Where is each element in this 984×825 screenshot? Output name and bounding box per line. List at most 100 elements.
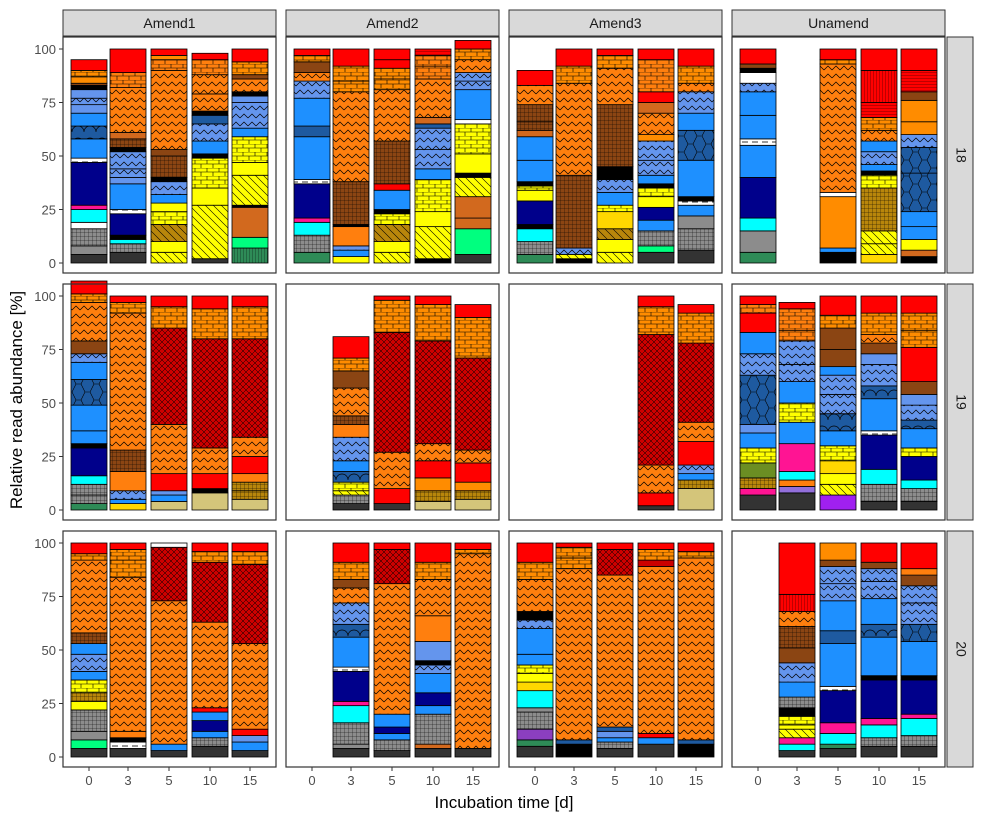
bar-segment	[596, 166, 634, 180]
bar-segment	[596, 748, 634, 758]
bar-amend2-18-3	[332, 48, 370, 264]
bar-segment	[677, 312, 715, 344]
bar-segment	[900, 211, 938, 228]
bar-segment	[677, 557, 715, 741]
bar-segment	[373, 542, 411, 550]
y-tick-label: 0	[49, 750, 56, 765]
bar-segment	[70, 59, 108, 71]
bar-segment	[109, 234, 147, 240]
bar-segment	[637, 733, 675, 739]
bar-segment	[555, 82, 593, 176]
bar-segment	[860, 364, 898, 387]
bar-segment	[637, 737, 675, 745]
bar-segment	[332, 415, 370, 425]
bar-segment	[739, 374, 777, 425]
bar-segment	[109, 449, 147, 472]
bar-segment	[778, 662, 816, 683]
bar-segment	[191, 110, 229, 116]
bar-segment	[637, 112, 675, 135]
bar-segment	[231, 338, 269, 438]
bar-segment	[819, 473, 857, 485]
bar-unamend-19-0	[739, 295, 777, 511]
bar-segment	[414, 501, 452, 511]
panel-unamend-18	[731, 36, 946, 274]
bar-segment	[70, 494, 108, 504]
bar-segment	[739, 295, 777, 305]
bar-segment	[231, 473, 269, 483]
bar-segment	[332, 370, 370, 389]
bar-segment	[414, 713, 452, 745]
bar-segment	[70, 204, 108, 210]
y-tick-label: 100	[34, 289, 56, 304]
bar-unamend-18-10	[860, 48, 898, 264]
bar-segment	[900, 256, 938, 264]
bar-segment	[860, 542, 898, 563]
bar-segment	[231, 643, 269, 730]
bar-segment	[109, 498, 147, 504]
bar-segment	[819, 460, 857, 475]
bar-segment	[900, 574, 938, 587]
bar-segment	[332, 490, 370, 496]
bar-segment	[819, 327, 857, 350]
bar-segment	[454, 748, 492, 758]
bar-segment	[596, 737, 634, 743]
bar-segment	[150, 224, 188, 242]
bar-segment	[414, 673, 452, 694]
bar-segment	[778, 743, 816, 751]
bar-segment	[778, 492, 816, 511]
bar-segment	[454, 172, 492, 178]
bar-unamend-20-10	[860, 542, 898, 758]
bar-segment	[900, 568, 938, 576]
bar-segment	[677, 464, 715, 475]
bar-segment	[293, 136, 331, 180]
bar-segment	[70, 475, 108, 485]
bar-segment	[739, 114, 777, 140]
bar-segment	[860, 568, 898, 582]
bar-segment	[900, 404, 938, 421]
panel-amend1-19	[62, 280, 277, 521]
bar-segment	[332, 80, 370, 93]
bar-segment	[860, 174, 898, 189]
bar-segment	[373, 739, 411, 751]
bar-segment	[332, 256, 370, 264]
bar-segment	[231, 741, 269, 751]
bar-segment	[293, 48, 331, 56]
bar-segment	[70, 157, 108, 163]
bar-segment	[454, 316, 492, 359]
bar-segment	[231, 61, 269, 76]
bar-amend1-18-0	[70, 59, 108, 264]
bar-segment	[739, 67, 777, 73]
bar-segment	[819, 743, 857, 749]
bar-segment	[778, 421, 816, 445]
bar-segment	[191, 308, 229, 340]
bar-segment	[332, 623, 370, 638]
bar-segment	[332, 700, 370, 707]
panel-border	[508, 36, 723, 274]
bar-segment	[373, 183, 411, 191]
bar-segment	[555, 254, 593, 260]
bar-segment	[70, 379, 108, 406]
bar-segment	[900, 70, 938, 93]
bar-segment	[555, 258, 593, 264]
bar-segment	[900, 394, 938, 406]
bar-segment	[109, 209, 147, 215]
bar-segment	[454, 48, 492, 61]
bar-segment	[637, 206, 675, 221]
bar-segment	[332, 48, 370, 67]
bar-segment	[414, 258, 452, 264]
bar-segment	[677, 743, 715, 758]
bar-segment	[778, 724, 816, 730]
bar-segment	[332, 587, 370, 604]
bar-segment	[516, 739, 554, 747]
x-tick-label: 0	[754, 773, 761, 788]
bar-amend1-18-5	[150, 48, 188, 264]
bar-segment	[860, 140, 898, 153]
facet-strip-row-20: 20	[946, 530, 974, 768]
bar-segment	[150, 490, 188, 496]
bar-segment	[293, 221, 331, 236]
bar-segment	[332, 471, 370, 483]
bar-segment	[373, 726, 411, 734]
bar-segment	[860, 468, 898, 485]
bar-amend1-19-10	[191, 295, 229, 511]
bar-segment	[900, 99, 938, 123]
